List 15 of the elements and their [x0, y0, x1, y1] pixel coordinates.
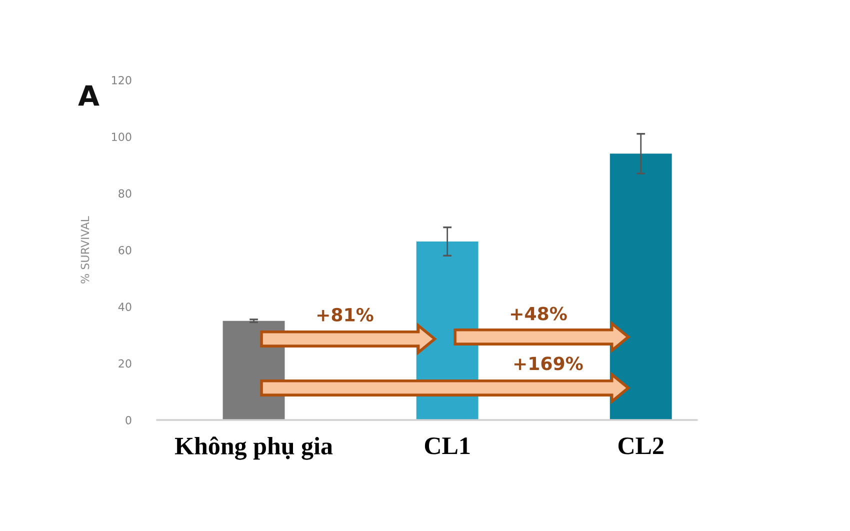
y-tick-label: 120 — [112, 76, 132, 84]
x-tick-label: CL2 — [618, 437, 664, 454]
annotation: +81% — [317, 308, 374, 322]
annotation: +169% — [514, 356, 583, 370]
annotation: +48% — [511, 306, 567, 320]
chart-title: A — [78, 85, 100, 106]
x-tick-label: CL1 — [424, 437, 470, 454]
y-tick-label: 100 — [112, 132, 132, 142]
y-tick-label: 80 — [118, 189, 132, 198]
y-tick-label: 60 — [118, 246, 132, 254]
y-tick-label: 0 — [126, 416, 132, 424]
x-tick-label: Không phụ gia — [175, 436, 333, 460]
y-tick-label: 40 — [118, 302, 132, 312]
y-axis-title: % SURVIVAL — [80, 216, 90, 284]
y-tick-label: 20 — [118, 359, 132, 368]
